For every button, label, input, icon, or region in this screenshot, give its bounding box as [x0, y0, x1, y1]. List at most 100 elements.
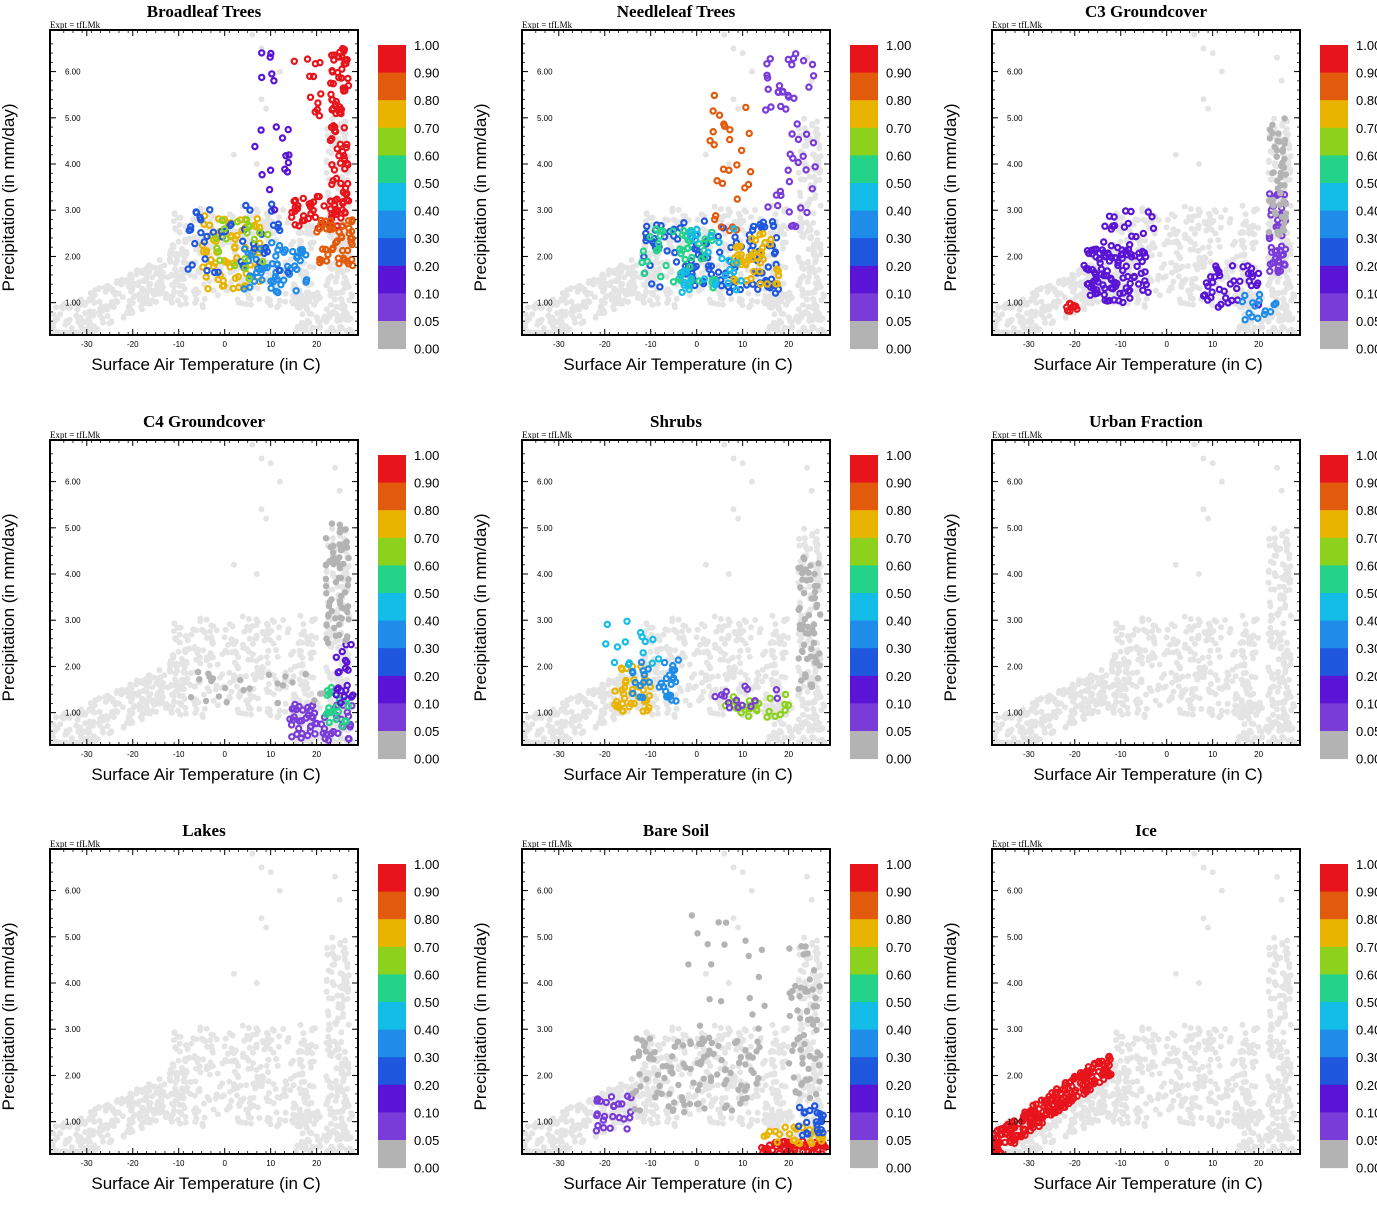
background-point: [1251, 208, 1258, 215]
background-point: [201, 705, 208, 712]
colorbar-label: 0.20: [414, 669, 439, 684]
data-point: [793, 120, 801, 128]
background-point: [157, 674, 164, 681]
background-point: [89, 706, 96, 713]
data-point: [759, 230, 767, 238]
background-point: [133, 268, 140, 275]
data-point: [320, 202, 328, 210]
data-point: [732, 286, 741, 294]
background-point: [303, 680, 310, 687]
x-tick-label: -20: [127, 750, 139, 759]
background-point: [170, 218, 177, 225]
background-point: [296, 676, 303, 683]
background-point: [1192, 275, 1199, 282]
data-point: [311, 213, 320, 221]
data-point: [218, 216, 226, 225]
data-point: [1122, 262, 1131, 270]
data-point: [1101, 284, 1109, 293]
background-point: [1195, 225, 1202, 232]
background-point: [335, 314, 341, 321]
data-point: [250, 244, 259, 253]
background-point: [778, 298, 785, 305]
background-point: [597, 279, 604, 286]
data-point: [339, 188, 348, 196]
background-point: [540, 735, 547, 742]
data-point: [336, 600, 344, 608]
background-point: [326, 670, 333, 677]
background-point: [564, 287, 571, 294]
colorbar-swatch: [850, 210, 878, 239]
data-point: [709, 127, 717, 136]
background-point: [1152, 287, 1159, 294]
background-point: [1167, 231, 1173, 238]
data-point: [763, 71, 771, 80]
background-point: [572, 319, 578, 326]
background-point: [138, 713, 145, 720]
background-point: [337, 323, 344, 330]
background-point: [1029, 310, 1036, 317]
colorbar-label: 0.20: [886, 259, 911, 274]
data-point: [330, 56, 338, 64]
colorbar-swatch: [378, 565, 406, 594]
colorbar-label: 0.50: [886, 176, 911, 191]
data-point: [336, 105, 344, 114]
background-point: [1265, 157, 1272, 164]
background-point: [78, 706, 84, 713]
data-point: [710, 140, 718, 149]
background-point: [247, 711, 254, 718]
background-point: [326, 310, 333, 317]
background-point: [336, 487, 343, 494]
background-point: [156, 283, 163, 290]
background-point: [798, 260, 805, 267]
background-point: [282, 290, 289, 297]
background-point: [261, 637, 268, 644]
background-point: [1202, 220, 1209, 227]
background-point: [1229, 268, 1236, 275]
background-point: [615, 274, 622, 281]
data-point: [766, 55, 775, 63]
background-point: [158, 700, 164, 707]
background-point: [805, 290, 812, 297]
background-point: [100, 319, 106, 326]
data-point: [764, 263, 773, 271]
data-point: [334, 684, 343, 692]
background-point: [1218, 68, 1225, 75]
background-point: [1050, 319, 1057, 326]
background-point: [586, 708, 593, 715]
background-point: [114, 298, 121, 305]
colorbar-swatch: [1320, 210, 1348, 239]
background-point: [307, 223, 314, 230]
background-point: [345, 284, 352, 290]
background-point: [276, 624, 282, 631]
background-point: [82, 720, 89, 727]
colorbar-swatch: [378, 72, 406, 101]
background-point: [263, 620, 270, 627]
background-point: [1141, 304, 1148, 311]
background-point: [310, 674, 317, 681]
background-point: [344, 676, 351, 683]
data-point: [339, 44, 347, 53]
background-point: [178, 266, 185, 273]
y-tick-label: 3.00: [65, 616, 81, 625]
background-point: [1213, 208, 1219, 215]
data-point: [277, 281, 285, 289]
data-point: [749, 226, 757, 234]
data-point: [258, 49, 266, 57]
background-point: [53, 714, 59, 721]
background-point: [84, 738, 91, 745]
background-point: [295, 230, 302, 237]
data-point: [339, 222, 347, 230]
background-point: [1008, 316, 1015, 323]
data-point: [764, 203, 772, 211]
colorbar-swatch: [378, 455, 406, 484]
background-point: [173, 226, 180, 233]
data-point: [1281, 261, 1289, 269]
data-point: [656, 283, 664, 291]
background-point: [805, 199, 812, 206]
data-point: [1101, 222, 1109, 230]
y-tick-label: 5.00: [537, 114, 553, 123]
background-point: [810, 302, 817, 309]
data-point: [747, 275, 755, 283]
data-point: [1135, 253, 1144, 262]
background-point: [87, 720, 94, 727]
